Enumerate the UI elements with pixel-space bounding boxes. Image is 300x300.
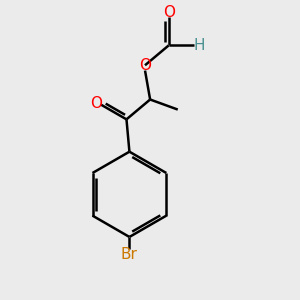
Text: H: H [193,38,205,53]
Text: O: O [91,96,103,111]
Text: O: O [163,5,175,20]
Text: O: O [139,58,151,73]
Text: Br: Br [121,247,138,262]
